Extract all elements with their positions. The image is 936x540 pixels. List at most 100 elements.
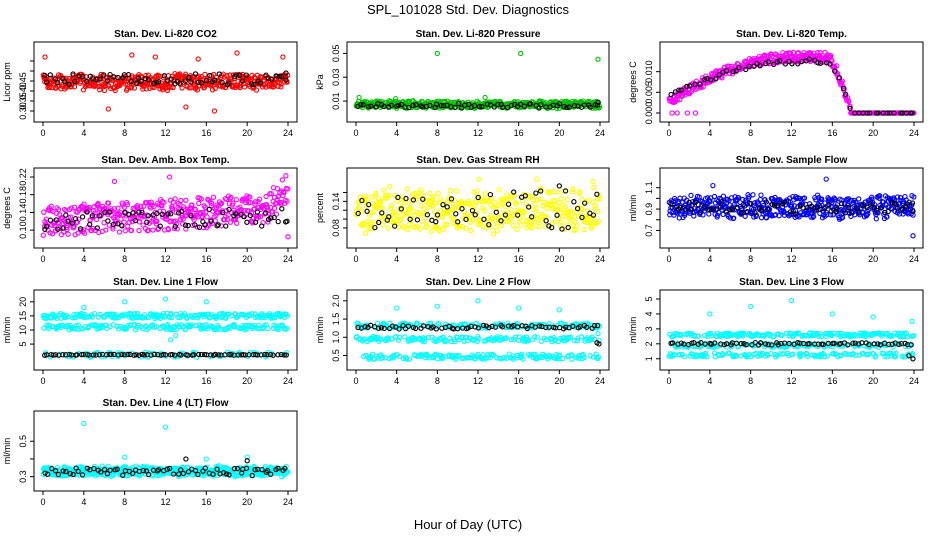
data-point <box>571 337 577 344</box>
data-point <box>900 354 906 360</box>
x-tick-label: 4 <box>394 376 399 386</box>
data-point <box>578 205 584 211</box>
data-point <box>592 205 598 212</box>
data-point <box>795 61 801 67</box>
y-axis-label: Licor ppm <box>2 62 12 102</box>
data-point <box>511 189 517 195</box>
data-point <box>470 336 476 342</box>
data-point <box>869 194 875 200</box>
data-point <box>381 325 387 332</box>
data-point <box>574 337 581 344</box>
data-point <box>180 204 187 210</box>
data-point <box>839 200 845 207</box>
y-tick-label: 4 <box>644 311 654 316</box>
data-point <box>765 59 772 65</box>
data-point <box>111 205 118 212</box>
data-point <box>817 60 824 66</box>
data-point <box>251 81 257 88</box>
data-point <box>105 218 111 224</box>
data-point <box>396 334 403 341</box>
data-point <box>219 79 225 86</box>
data-point <box>783 202 789 208</box>
data-point <box>283 77 289 83</box>
data-point <box>710 182 716 189</box>
data-point <box>595 209 601 215</box>
data-point <box>119 351 125 358</box>
data-point <box>203 209 209 215</box>
data-point <box>84 209 90 215</box>
data-point <box>903 330 910 337</box>
series-overlay <box>668 339 916 362</box>
x-tick-label: 24 <box>595 376 605 386</box>
data-point <box>132 217 139 224</box>
data-point <box>798 351 804 357</box>
data-point <box>532 334 538 340</box>
data-point <box>505 213 512 219</box>
data-point <box>460 355 467 361</box>
data-point <box>91 310 98 317</box>
y-tick-label: 10 <box>18 325 28 335</box>
data-point <box>112 87 118 94</box>
data-point <box>62 78 68 85</box>
data-point <box>704 353 710 360</box>
data-point <box>820 341 826 348</box>
data-point <box>733 353 739 359</box>
data-point <box>795 330 802 336</box>
data-point <box>740 196 746 203</box>
data-point <box>125 72 132 78</box>
data-point <box>707 198 713 205</box>
data-point <box>65 314 71 320</box>
data-point <box>264 204 271 211</box>
data-point <box>252 219 259 225</box>
data-point <box>113 312 119 318</box>
data-point <box>840 85 847 92</box>
data-point <box>764 206 771 213</box>
data-point <box>855 341 862 347</box>
data-point <box>482 94 488 101</box>
data-point <box>433 101 440 107</box>
data-point <box>702 341 708 347</box>
data-point <box>153 221 159 227</box>
data-point <box>856 209 862 215</box>
data-point <box>196 224 203 230</box>
data-point <box>208 202 215 209</box>
x-tick-label: 0 <box>40 497 45 507</box>
data-point <box>675 343 682 349</box>
y-tick-label: 0.14 <box>18 204 28 222</box>
data-point <box>532 351 538 357</box>
data-point <box>869 196 875 202</box>
data-point <box>592 336 598 342</box>
data-point <box>877 342 883 348</box>
data-point <box>92 210 98 216</box>
x-tick-label: 20 <box>554 128 564 138</box>
data-point <box>202 71 208 78</box>
data-point <box>735 195 742 201</box>
data-point <box>412 224 419 230</box>
data-point <box>566 104 572 110</box>
data-point <box>244 219 250 225</box>
x-tick-label: 8 <box>122 376 127 386</box>
x-tick-label: 4 <box>394 254 399 264</box>
data-point <box>374 320 381 326</box>
data-point <box>470 216 476 223</box>
data-point <box>186 74 192 81</box>
data-point <box>125 323 131 329</box>
data-point <box>108 351 114 358</box>
data-point <box>224 216 231 223</box>
series-overlay <box>42 70 289 88</box>
data-point <box>859 203 866 209</box>
data-point <box>537 196 543 202</box>
data-point <box>215 222 221 228</box>
data-point <box>124 201 131 208</box>
data-point <box>480 322 487 329</box>
data-point <box>557 352 563 358</box>
data-point <box>283 352 289 358</box>
data-point <box>421 339 428 345</box>
y-tick-label: 0.01 <box>331 92 341 110</box>
data-point <box>211 108 218 114</box>
data-point <box>217 326 224 332</box>
x-tick-label: 16 <box>514 376 524 386</box>
data-point <box>165 85 171 91</box>
data-point <box>777 58 783 64</box>
